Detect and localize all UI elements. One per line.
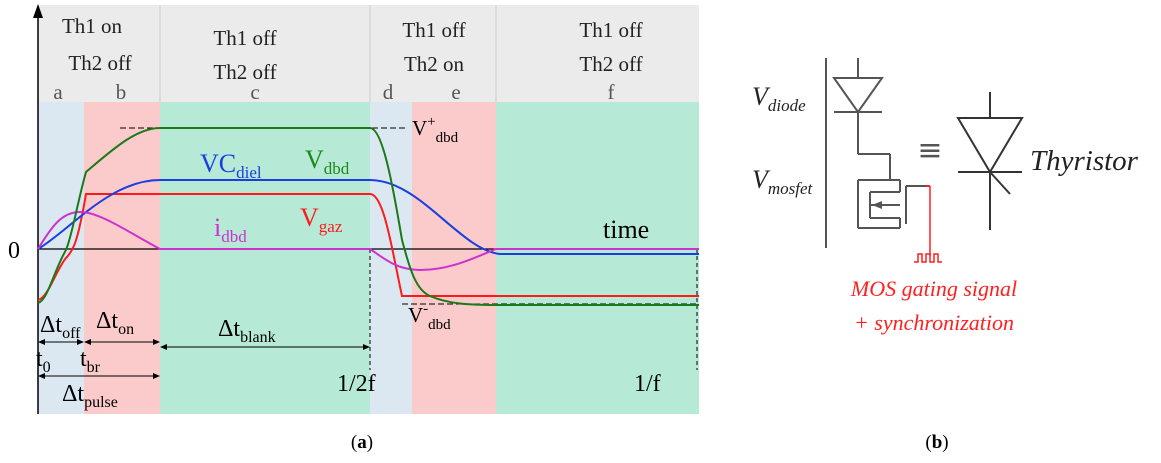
phase-header-4-line2: Th2 off xyxy=(579,52,642,76)
phase-letter-e: e xyxy=(451,80,460,104)
thyristor-icon xyxy=(956,92,1024,230)
vmosfet-label: Vmosfet xyxy=(752,165,814,198)
phase-header-3-line1: Th1 off xyxy=(402,18,465,42)
phase-letter-a: a xyxy=(53,80,63,104)
idbd-label: idbd xyxy=(214,213,247,246)
gate-pulse-train xyxy=(914,253,942,263)
phase-header-1-line2: Th2 off xyxy=(68,51,131,75)
caption-a: (a) xyxy=(351,432,373,453)
panel-b-thyristor-equivalent: ≡ Thyristor Vdiode Vmosfet MOS gating si… xyxy=(752,58,1139,453)
t0-label: t0 xyxy=(36,346,51,376)
ton-label: Δton xyxy=(96,308,134,338)
period-label: 1/f xyxy=(634,371,661,397)
interval-toff xyxy=(38,339,84,345)
vdbd-curve xyxy=(37,127,699,306)
vplus-label: V+dbd xyxy=(412,114,459,146)
zero-label: 0 xyxy=(8,238,20,264)
phase-letter-f: f xyxy=(608,80,615,104)
tpulse-label: Δtpulse xyxy=(62,381,118,411)
interval-tblank xyxy=(160,344,370,350)
synchronization-label: + synchronization xyxy=(854,310,1014,335)
phase-header-2-line2: Th2 off xyxy=(213,60,276,84)
phase-header-4-line1: Th1 off xyxy=(579,18,642,42)
phase-band-f xyxy=(496,102,699,414)
tbr-label: tbr xyxy=(80,346,101,376)
phase-letter-d: d xyxy=(383,80,394,104)
y-axis-arrow-icon xyxy=(33,4,43,18)
diode-symbol xyxy=(832,77,884,114)
half-period-label: 1/2f xyxy=(337,371,376,397)
caption-b: (b) xyxy=(925,432,948,453)
phase-letter-b: b xyxy=(116,80,127,104)
thyristor-label: Thyristor xyxy=(1030,145,1139,177)
phase-header-band xyxy=(38,5,699,102)
time-axis-label: time xyxy=(603,215,649,244)
phase-band-d xyxy=(370,102,412,414)
tblank-label: Δtblank xyxy=(218,316,276,346)
vdiode-label: Vdiode xyxy=(752,82,806,115)
phase-header-1-line1: Th1 on xyxy=(62,14,123,38)
phase-band-c xyxy=(160,102,370,414)
vgaz-curve xyxy=(37,193,699,301)
toff-label: Δtoff xyxy=(40,312,81,342)
phase-letter-c: c xyxy=(250,80,259,104)
panel-a-timing-diagram: Th1 on Th2 off Th1 off Th2 off Th1 off T… xyxy=(8,4,699,453)
mosfet-symbol xyxy=(857,179,926,229)
phase-band-e xyxy=(412,102,496,414)
equivalence-symbol: ≡ xyxy=(917,133,942,168)
phase-header-2-line1: Th1 off xyxy=(213,26,276,50)
gating-signal-label: MOS gating signal xyxy=(850,276,1017,301)
vminus-label: V-dbd xyxy=(408,301,451,333)
vcdiel-label: VCdiel xyxy=(200,149,262,182)
phase-band-b xyxy=(84,102,160,414)
vgaz-label: Vgaz xyxy=(300,203,343,236)
phase-header-3-line2: Th2 on xyxy=(404,52,465,76)
vdbd-label: Vdbd xyxy=(305,145,350,178)
interval-ton xyxy=(84,339,160,345)
idbd-curve xyxy=(37,210,699,272)
interval-tpulse xyxy=(38,373,160,379)
